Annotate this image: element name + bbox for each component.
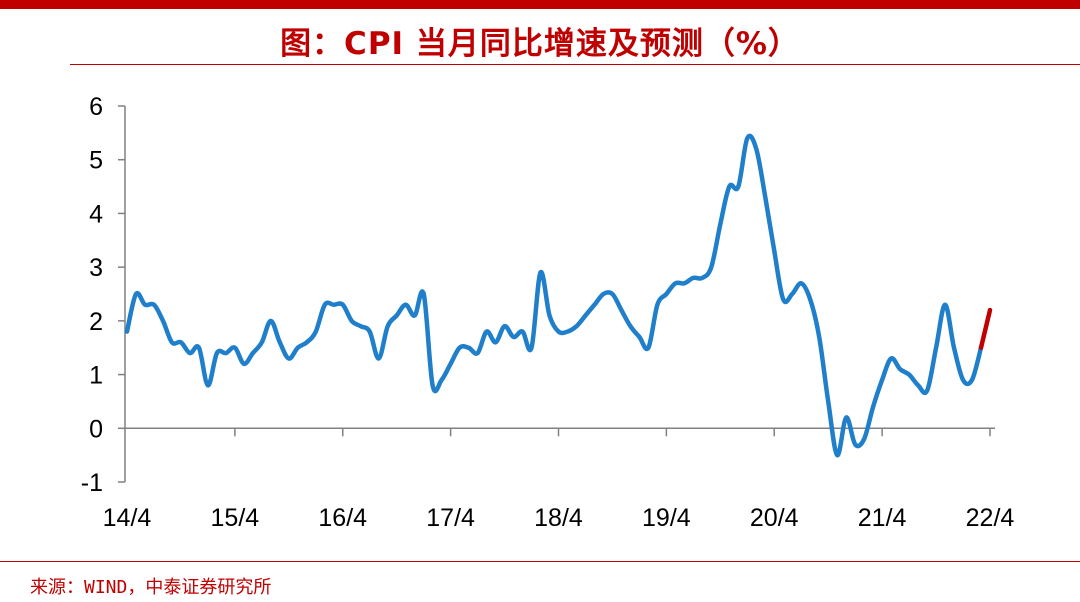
forecast-series-line	[978, 307, 993, 350]
x-tick-label: 21/4	[858, 504, 907, 532]
x-tick-label: 17/4	[426, 504, 475, 532]
x-tick-label: 14/4	[103, 504, 152, 532]
y-tick-label: 4	[89, 200, 103, 228]
y-tick-label: 1	[89, 362, 103, 390]
x-tick-label: 16/4	[318, 504, 367, 532]
x-tick-label: 19/4	[642, 504, 691, 532]
y-tick-label: 0	[89, 415, 103, 443]
y-tick-label: 2	[89, 308, 103, 336]
actual-series-line	[124, 133, 984, 458]
y-tick-label: 3	[89, 254, 103, 282]
x-tick-label: 18/4	[534, 504, 583, 532]
x-axis: 14/4 15/4 16/4 17/4 18/4 19/4 20/4 21/4 22/4	[103, 427, 1015, 532]
page-title: 图：CPI 当月同比增速及预测（%）	[280, 26, 800, 62]
y-axis: -1 0 1 2 3 4 5 6	[81, 93, 126, 497]
series-layer	[124, 133, 993, 458]
cpi-line-chart: -1 0 1 2 3 4 5 6 14/4 15/4 16/4 17/4 18/4 19/4 20/4 21…	[81, 93, 1015, 532]
y-tick-label: -1	[81, 469, 103, 497]
y-tick-label: 5	[89, 147, 103, 175]
y-tick-label: 6	[89, 93, 103, 121]
top-accent-rule	[0, 0, 1080, 9]
footer-divider	[0, 561, 1080, 562]
source-note: 来源：WIND，中泰证券研究所	[30, 577, 272, 598]
x-tick-label: 22/4	[966, 504, 1015, 532]
title-divider	[70, 64, 1080, 65]
x-tick-label: 20/4	[750, 504, 799, 532]
x-tick-label: 15/4	[211, 504, 260, 532]
